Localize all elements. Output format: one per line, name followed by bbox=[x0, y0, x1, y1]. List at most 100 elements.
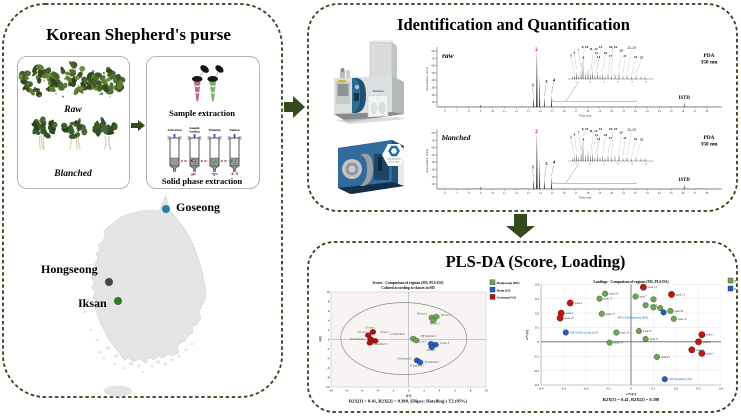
svg-text:peak 22: peak 22 bbox=[661, 356, 670, 359]
svg-text:400: 400 bbox=[432, 79, 437, 82]
svg-text:28: 28 bbox=[705, 110, 708, 113]
svg-text:peak 9: peak 9 bbox=[703, 341, 711, 344]
svg-text:19: 19 bbox=[598, 110, 601, 113]
svg-text:t[2]: t[2] bbox=[318, 336, 322, 341]
svg-text:7: 7 bbox=[456, 110, 458, 113]
svg-text:0.2: 0.2 bbox=[674, 387, 678, 391]
svg-text:-0.1: -0.1 bbox=[606, 387, 611, 391]
svg-text:Washing: Washing bbox=[209, 128, 221, 132]
svg-text:Goseong (GS): Goseong (GS) bbox=[497, 296, 517, 300]
svg-text:24: 24 bbox=[634, 55, 638, 59]
svg-text:0: 0 bbox=[328, 338, 330, 342]
svg-text:10: 10 bbox=[484, 389, 488, 393]
svg-text:26: 26 bbox=[682, 192, 685, 195]
svg-text:Time, min: Time, min bbox=[579, 114, 592, 119]
svg-text:IS blanched 2: IS blanched 2 bbox=[397, 358, 412, 361]
svg-text:peak 1: peak 1 bbox=[706, 334, 714, 337]
svg-text:0.1: 0.1 bbox=[652, 387, 656, 391]
svg-text:ISTD: ISTD bbox=[679, 96, 691, 101]
svg-text:15: 15 bbox=[599, 45, 603, 49]
svg-text:2: 2 bbox=[535, 129, 538, 135]
svg-text:raw: raw bbox=[442, 51, 455, 60]
svg-text:10: 10 bbox=[491, 192, 494, 195]
svg-text:26: 26 bbox=[682, 110, 685, 113]
svg-text:1: 1 bbox=[532, 83, 535, 88]
svg-text:peak 11: peak 11 bbox=[650, 338, 659, 341]
svg-text:20: 20 bbox=[645, 163, 648, 165]
svg-text:-0.3: -0.3 bbox=[534, 383, 539, 387]
svg-text:18, 19: 18, 19 bbox=[609, 127, 618, 131]
svg-text:28: 28 bbox=[705, 192, 708, 195]
svg-text:27: 27 bbox=[694, 110, 697, 113]
svg-text:24: 24 bbox=[634, 137, 638, 141]
svg-text:600: 600 bbox=[432, 65, 437, 68]
svg-text:3: 3 bbox=[545, 161, 548, 166]
svg-text:IS blanched 3: IS blanched 3 bbox=[425, 361, 440, 364]
svg-text:20: 20 bbox=[610, 110, 613, 113]
svg-text:17: 17 bbox=[609, 136, 613, 140]
svg-text:20: 20 bbox=[610, 192, 613, 195]
svg-text:22, 23: 22, 23 bbox=[627, 46, 636, 50]
svg-text:loading: loading bbox=[189, 130, 200, 134]
svg-text:24: 24 bbox=[658, 110, 661, 113]
svg-text:6: 6 bbox=[574, 133, 576, 137]
svg-text:5: 5 bbox=[570, 54, 572, 58]
svg-text:peak 15: peak 15 bbox=[606, 313, 615, 316]
svg-text:8: 8 bbox=[468, 192, 470, 195]
svg-text:-4: -4 bbox=[376, 389, 379, 393]
svg-text:2: 2 bbox=[535, 47, 538, 53]
svg-text:500: 500 bbox=[432, 72, 437, 75]
svg-text:25: 25 bbox=[670, 192, 673, 195]
svg-text:GS blanched 2: GS blanched 2 bbox=[350, 338, 366, 341]
svg-text:14: 14 bbox=[597, 137, 601, 141]
svg-text:w*c[2]: w*c[2] bbox=[525, 330, 529, 340]
svg-text:350 nm: 350 nm bbox=[701, 60, 718, 66]
svg-text:-0.2: -0.2 bbox=[583, 387, 588, 391]
svg-text:17: 17 bbox=[609, 54, 613, 58]
svg-text:7: 7 bbox=[578, 131, 580, 135]
svg-text:0.3: 0.3 bbox=[697, 387, 701, 391]
svg-text:-6: -6 bbox=[361, 389, 364, 393]
svg-text:7: 7 bbox=[578, 49, 580, 53]
svg-text:18, 19: 18, 19 bbox=[609, 45, 618, 49]
svg-text:3: 3 bbox=[545, 79, 548, 84]
svg-text:15: 15 bbox=[551, 110, 554, 113]
svg-text:6: 6 bbox=[574, 51, 576, 55]
svg-text:peak 20: peak 20 bbox=[674, 310, 683, 313]
svg-text:20: 20 bbox=[619, 49, 623, 53]
svg-text:HS raw 2: HS raw 2 bbox=[417, 312, 428, 315]
svg-text:Absorbance, mAU: Absorbance, mAU bbox=[425, 148, 430, 173]
svg-text:Hongseong (HS): Hongseong (HS) bbox=[497, 281, 520, 285]
svg-text:11, 12: 11, 12 bbox=[589, 129, 597, 133]
svg-text:22: 22 bbox=[634, 110, 637, 113]
svg-text:t[1]: t[1] bbox=[406, 394, 411, 398]
svg-text:15: 15 bbox=[575, 81, 578, 83]
svg-text:6: 6 bbox=[444, 192, 446, 195]
svg-text:500: 500 bbox=[432, 154, 437, 157]
svg-text:7: 7 bbox=[456, 192, 458, 195]
svg-text:1: 1 bbox=[532, 165, 535, 170]
svg-text:25: 25 bbox=[640, 56, 644, 60]
svg-text:16: 16 bbox=[589, 81, 592, 83]
svg-text:10: 10 bbox=[491, 110, 494, 113]
svg-text:300: 300 bbox=[432, 87, 437, 90]
svg-text:peak 2: peak 2 bbox=[566, 312, 574, 315]
svg-text:HS raw 3: HS raw 3 bbox=[430, 322, 441, 325]
svg-text:4: 4 bbox=[553, 160, 556, 165]
svg-text:16: 16 bbox=[589, 163, 592, 165]
svg-text:800: 800 bbox=[432, 132, 437, 135]
svg-text:200: 200 bbox=[432, 176, 437, 179]
svg-text:11: 11 bbox=[503, 110, 506, 113]
svg-text:-0.4: -0.4 bbox=[538, 387, 543, 391]
svg-text:0: 0 bbox=[630, 387, 632, 391]
svg-text:22, 23: 22, 23 bbox=[627, 128, 636, 132]
svg-text:peak 23: peak 23 bbox=[609, 293, 618, 296]
svg-text:peak 4: peak 4 bbox=[575, 302, 583, 305]
svg-text:GS raw 2: GS raw 2 bbox=[358, 331, 369, 334]
svg-text:9, 10: 9, 10 bbox=[582, 127, 589, 131]
svg-text:Activation: Activation bbox=[167, 128, 181, 132]
svg-text:18: 18 bbox=[586, 110, 589, 113]
svg-text:18: 18 bbox=[586, 192, 589, 195]
svg-text:$M3.DA(Hongseong (HS)): $M3.DA(Hongseong (HS)) bbox=[618, 316, 649, 319]
svg-text:R2X[1] = 0.41, R2X[2] = 0.398: R2X[1] = 0.41, R2X[2] = 0.398 bbox=[603, 397, 660, 402]
